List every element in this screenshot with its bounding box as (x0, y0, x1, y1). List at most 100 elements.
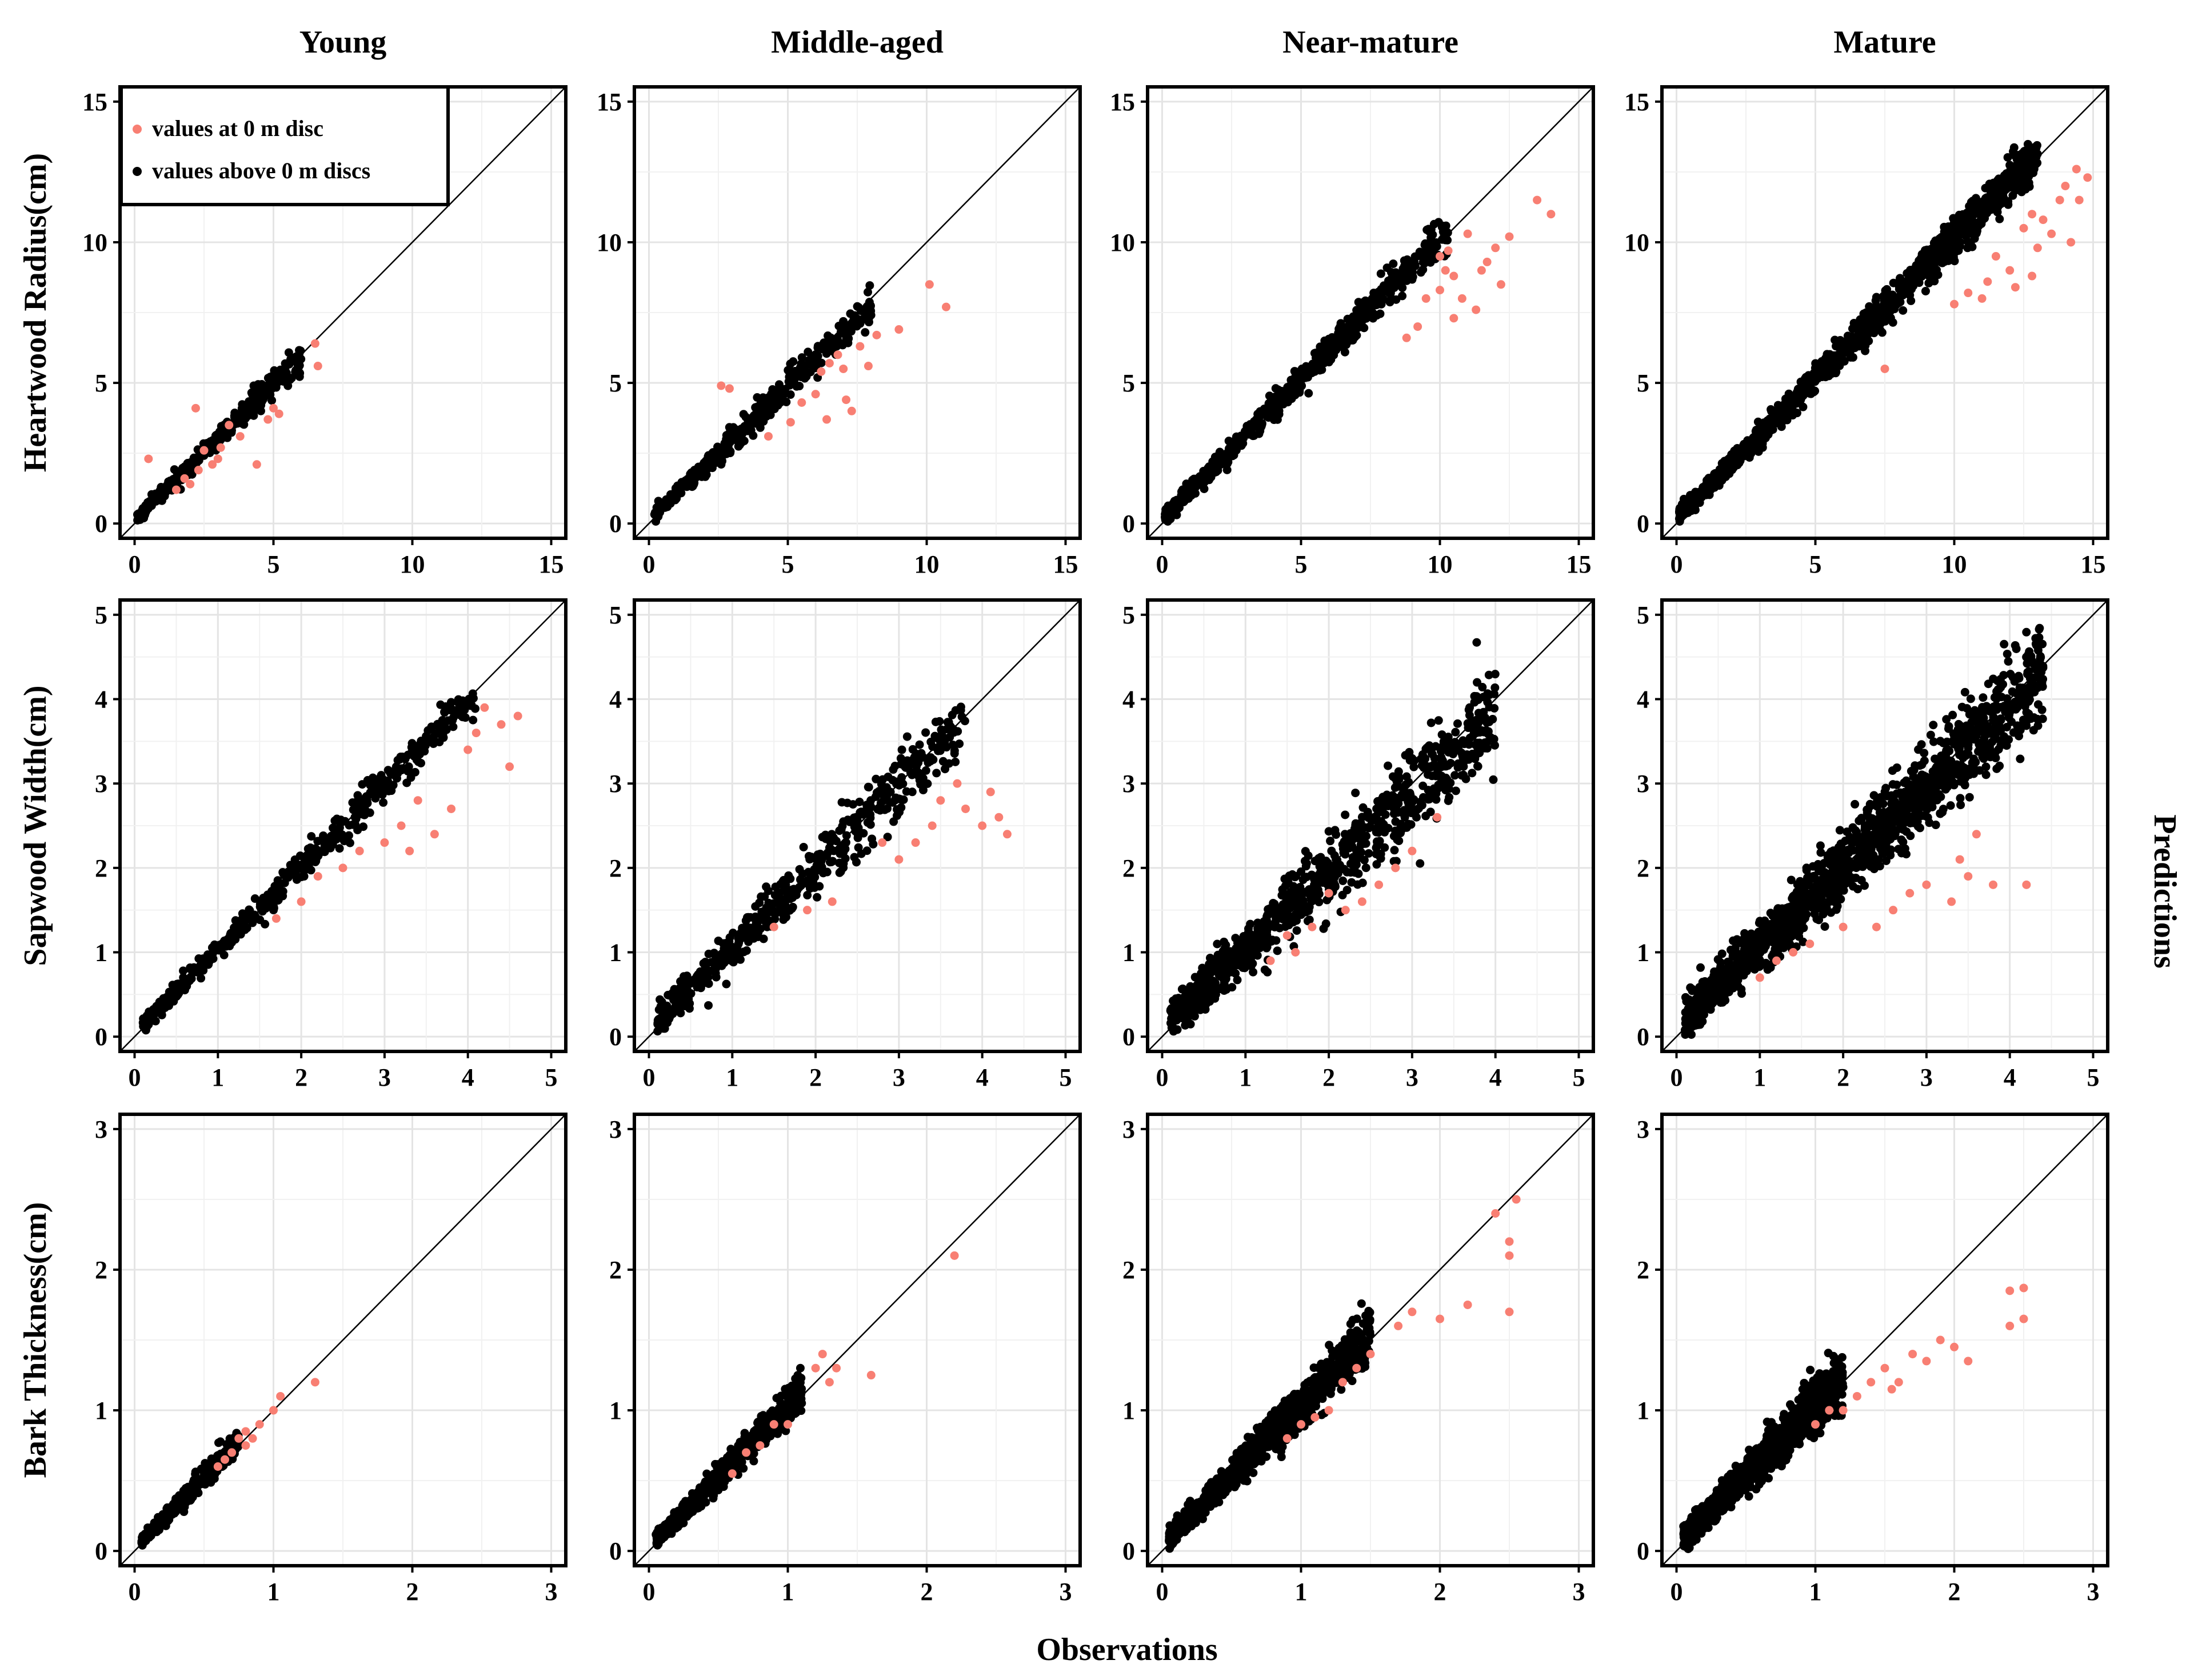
point-above-0m (1265, 904, 1274, 913)
point-above-0m (311, 857, 321, 866)
point-above-0m (1836, 349, 1845, 358)
point-above-0m (1949, 214, 1958, 223)
x-tick-label: 2 (295, 1063, 307, 1091)
point-0m-disc (313, 362, 322, 371)
point-above-0m (916, 771, 925, 781)
point-above-0m (1356, 818, 1365, 827)
point-above-0m (780, 386, 789, 395)
point-0m-disc (1408, 846, 1417, 855)
point-above-0m (888, 798, 897, 807)
point-above-0m (393, 755, 402, 765)
point-0m-disc (1291, 947, 1300, 957)
point-above-0m (837, 825, 846, 834)
point-above-0m (247, 401, 256, 410)
point-above-0m (417, 737, 426, 746)
point-above-0m (1184, 494, 1193, 503)
point-above-0m (862, 846, 872, 855)
point-above-0m (1689, 503, 1698, 513)
points-group (634, 87, 1080, 538)
point-0m-disc (1266, 956, 1275, 965)
point-above-0m (1189, 986, 1198, 995)
point-above-0m (928, 742, 937, 751)
x-tick-label: 2 (809, 1063, 822, 1091)
point-above-0m (1373, 797, 1382, 806)
point-above-0m (1938, 258, 1947, 267)
point-above-0m (341, 817, 350, 826)
point-0m-disc (2047, 229, 2056, 238)
point-above-0m (2004, 197, 2013, 206)
point-0m-disc (764, 432, 773, 441)
point-above-0m (448, 716, 457, 725)
point-above-0m (874, 804, 883, 813)
point-0m-disc (822, 415, 832, 424)
y-tick-label: 0 (95, 1023, 107, 1051)
point-above-0m (1927, 268, 1936, 277)
point-0m-disc (213, 454, 222, 463)
point-above-0m (854, 303, 863, 312)
point-above-0m (1739, 443, 1748, 452)
point-above-0m (1322, 862, 1331, 871)
point-0m-disc (144, 454, 153, 463)
point-above-0m (1297, 365, 1306, 374)
point-above-0m (797, 353, 806, 362)
row-title-sapwood-width-cm: Sapwood Width(cm) (18, 685, 53, 966)
point-above-0m (898, 779, 908, 789)
point-above-0m (1358, 300, 1367, 309)
panel-frame (118, 598, 568, 1053)
point-above-0m (1218, 456, 1228, 465)
point-above-0m (951, 757, 960, 766)
point-above-0m (1490, 683, 1500, 692)
point-above-0m (1404, 819, 1413, 829)
point-0m-disc (1357, 897, 1366, 906)
point-above-0m (1336, 336, 1345, 345)
point-0m-disc (2067, 238, 2076, 247)
point-above-0m (2029, 165, 2039, 174)
point-above-0m (156, 490, 165, 499)
point-above-0m (281, 359, 290, 368)
point-0m-disc (878, 838, 887, 847)
point-above-0m (386, 769, 395, 778)
point-above-0m (278, 887, 287, 896)
point-above-0m (138, 506, 147, 515)
point-above-0m (1406, 261, 1416, 270)
point-above-0m (1869, 323, 1878, 332)
point-0m-disc (216, 443, 225, 452)
point-above-0m (1414, 804, 1424, 813)
y-tick-label: 1 (95, 938, 107, 966)
point-above-0m (936, 746, 945, 755)
x-tick-label: 10 (399, 550, 425, 578)
point-above-0m (1474, 709, 1483, 718)
x-tick-label: 15 (1053, 550, 1078, 578)
y-tick-label: 15 (597, 88, 622, 116)
point-above-0m (406, 773, 415, 782)
point-0m-disc (2055, 195, 2064, 205)
point-above-0m (778, 877, 788, 886)
point-above-0m (1376, 309, 1385, 318)
point-above-0m (1426, 762, 1436, 771)
point-above-0m (391, 763, 401, 773)
point-0m-disc (1491, 243, 1500, 253)
y-tick-label: 5 (1637, 369, 1649, 397)
point-above-0m (892, 779, 901, 789)
point-above-0m (712, 973, 721, 982)
point-above-0m (739, 933, 748, 942)
point-above-0m (257, 395, 266, 404)
point-0m-disc (297, 897, 306, 906)
y-tick-label: 5 (609, 601, 622, 629)
point-above-0m (1484, 670, 1493, 679)
point-above-0m (1253, 951, 1262, 960)
point-above-0m (1489, 775, 1498, 784)
point-above-0m (866, 820, 875, 829)
point-0m-disc (1477, 266, 1486, 275)
point-above-0m (780, 886, 789, 895)
panel-frame (1146, 598, 1595, 1053)
point-above-0m (690, 478, 699, 487)
point-above-0m (267, 396, 277, 405)
point-above-0m (1366, 310, 1375, 319)
point-above-0m (1374, 296, 1384, 305)
point-above-0m (742, 946, 751, 955)
point-above-0m (817, 862, 826, 871)
point-above-0m (1892, 301, 1901, 310)
